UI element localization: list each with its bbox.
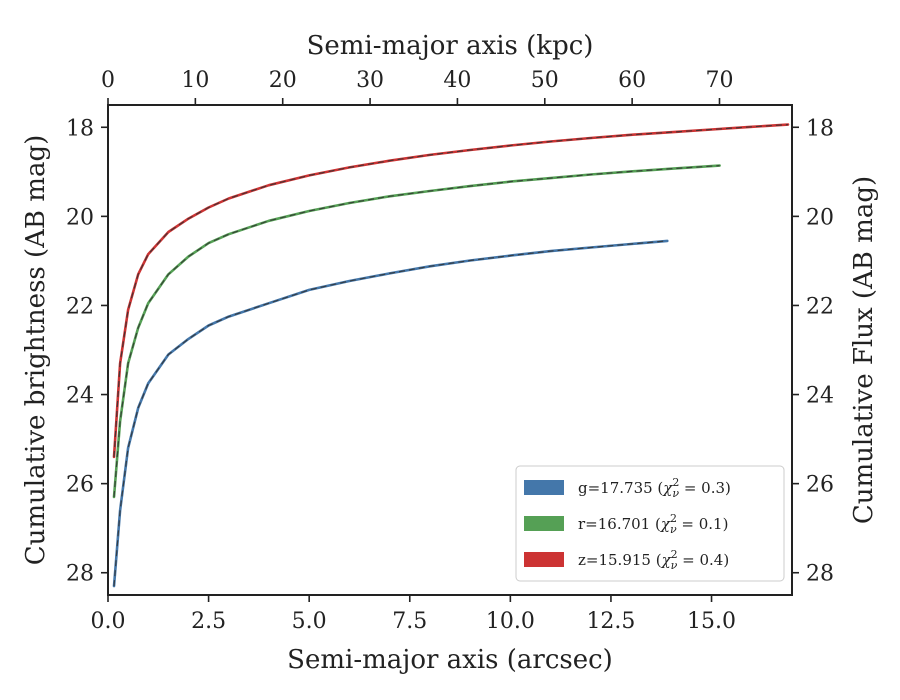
y-tick-label-4: 26 <box>66 473 94 498</box>
y-tick-label-5: 28 <box>66 562 94 587</box>
x-tick-label-4: 10.0 <box>486 609 535 634</box>
x-tick-label-1: 2.5 <box>191 609 226 634</box>
series-line-2 <box>112 123 790 459</box>
legend-swatch-1 <box>524 516 564 531</box>
axis-ticks: 0.0 2.5 5.0 7.5 10.0 12.5 15.0 0 10 20 30 40 50 60 70 1… <box>66 68 834 634</box>
legend-label-2: z=15.915 (χ2 ν = 0.4) <box>578 548 729 572</box>
y2-tick-label-2: 22 <box>806 294 834 319</box>
y-tick-label-3: 24 <box>66 384 94 409</box>
x-axis-title: Semi-major axis (arcsec) <box>287 645 613 675</box>
legend-label-0: g=17.735 (χ2 ν = 0.3) <box>578 476 731 500</box>
x2-tick-label-3: 30 <box>356 68 384 93</box>
y-tick-label-0: 18 <box>66 116 94 141</box>
x2-tick-label-6: 60 <box>618 68 646 93</box>
legend-box <box>515 465 785 582</box>
series-line-1 <box>112 164 721 499</box>
y2-tick-label-4: 26 <box>806 473 834 498</box>
series-curves <box>112 123 790 588</box>
x2-tick-label-7: 70 <box>705 68 733 93</box>
legend: g=17.735 (χ2 ν = 0.3) r=16.701 (χ2 ν = 0.1)… <box>515 465 785 582</box>
legend-swatch-0 <box>524 480 564 495</box>
y-tick-label-1: 20 <box>66 205 94 230</box>
y2-tick-label-5: 28 <box>806 562 834 587</box>
x-tick-label-3: 7.5 <box>392 609 427 634</box>
model-fit-line-2 <box>113 124 789 457</box>
x2-tick-label-4: 40 <box>443 68 471 93</box>
x2-tick-label-2: 20 <box>269 68 297 93</box>
x2-tick-label-0: 0 <box>101 68 115 93</box>
x-tick-label-2: 5.0 <box>292 609 327 634</box>
y-tick-label-2: 22 <box>66 294 94 319</box>
x2-tick-label-1: 10 <box>181 68 209 93</box>
x-tick-label-0: 0.0 <box>91 609 126 634</box>
x2-axis-title: Semi-major axis (kpc) <box>307 31 594 61</box>
legend-label-1: r=16.701 (χ2 ν = 0.1) <box>578 512 728 536</box>
model-fit-line-0 <box>113 240 668 587</box>
plot-frame <box>107 104 793 596</box>
y-axis-title: Cumulative brightness (AB mag) <box>21 135 51 566</box>
x2-tick-label-5: 50 <box>531 68 559 93</box>
x-tick-label-5: 12.5 <box>586 609 635 634</box>
legend-swatch-2 <box>524 552 564 567</box>
y2-tick-label-3: 24 <box>806 384 834 409</box>
x-tick-label-6: 15.0 <box>687 609 736 634</box>
y2-axis-title: Cumulative Flux (AB mag) <box>849 176 879 524</box>
y2-tick-label-1: 20 <box>806 205 834 230</box>
model-fit-line-1 <box>113 165 720 498</box>
y2-tick-label-0: 18 <box>806 116 834 141</box>
